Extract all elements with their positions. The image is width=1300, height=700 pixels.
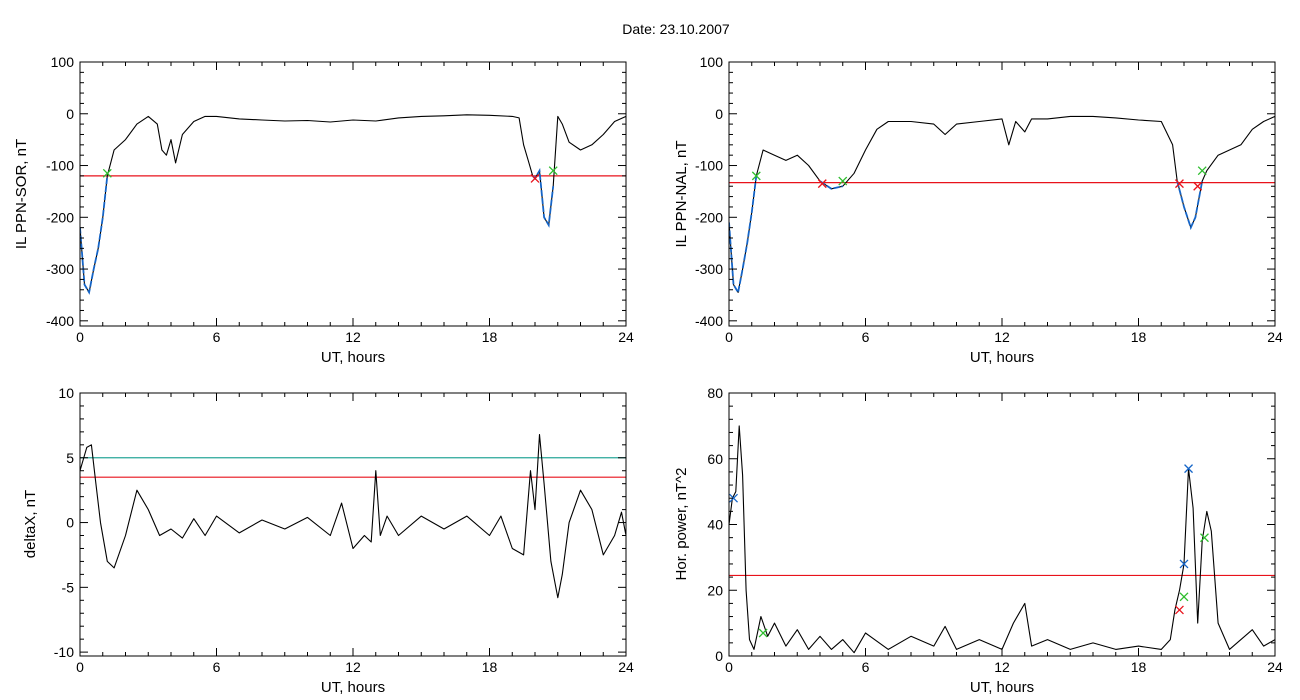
x-tick-label: 18 xyxy=(482,659,498,675)
y-tick-label: 0 xyxy=(66,515,74,531)
y-tick-label: 20 xyxy=(707,582,723,598)
x-tick-label: 6 xyxy=(862,329,870,345)
event-marker xyxy=(751,171,761,181)
series-line xyxy=(80,433,626,599)
plot-frame xyxy=(79,61,627,327)
y-tick-label: 60 xyxy=(707,451,723,467)
y-tick-label: 0 xyxy=(715,648,723,664)
plot-frame xyxy=(79,392,627,657)
y-tick-label: -100 xyxy=(695,158,723,174)
x-tick-label: 6 xyxy=(213,329,221,345)
plot-area xyxy=(80,433,626,599)
event-marker xyxy=(102,168,112,178)
x-tick-label: 18 xyxy=(482,329,498,345)
x-tick-label: 0 xyxy=(76,329,84,345)
x-tick-label: 0 xyxy=(76,659,84,675)
series-line xyxy=(729,425,1275,654)
y-tick-label: -100 xyxy=(46,158,74,174)
chart-xlabel: UT, hours xyxy=(970,349,1034,366)
series-line xyxy=(80,114,626,293)
event-marker xyxy=(1200,533,1209,543)
chart-ylabel: IL PPN-NAL, nT xyxy=(673,141,690,248)
highlight-segment xyxy=(80,175,109,295)
x-tick-label: 6 xyxy=(862,659,870,675)
plot-frame xyxy=(728,392,1276,657)
y-tick-label: -300 xyxy=(695,261,723,277)
chart-panel-deltax: deltaX, nT UT, hours 0 6 12 18 24 10 5 0 -5 -10 xyxy=(22,385,634,696)
y-tick-label: -400 xyxy=(46,313,74,329)
event-marker xyxy=(1179,559,1189,569)
y-tick-label: 40 xyxy=(707,517,723,533)
chart-xlabel: UT, hours xyxy=(321,349,385,366)
event-marker xyxy=(1174,179,1184,189)
event-marker xyxy=(1197,166,1207,176)
highlight-segment xyxy=(729,175,758,295)
x-tick-label: 24 xyxy=(1267,329,1283,345)
chart-panel-il-ppn-nal: IL PPN-NAL, nT UT, hours 0 6 12 18 24 100 0 -10… xyxy=(673,54,1283,366)
chart-ylabel: deltaX, nT xyxy=(22,490,39,558)
event-marker xyxy=(530,174,540,183)
series-line xyxy=(729,115,1275,293)
event-marker xyxy=(729,493,739,503)
y-tick-label: 10 xyxy=(58,385,74,401)
y-tick-label: -400 xyxy=(695,313,723,329)
figure-title: Date: 23.10.2007 xyxy=(622,21,730,37)
chart-panel-hor-power: Hor. power, nT^2 UT, hours 0 6 12 18 24 80 60 4… xyxy=(673,385,1283,696)
y-tick-label: 5 xyxy=(66,450,74,466)
event-marker xyxy=(1184,464,1194,474)
chart-ylabel: IL PPN-SOR, nT xyxy=(13,139,30,249)
y-tick-label: 80 xyxy=(707,385,723,401)
chart-panel-il-ppn-sor: IL PPN-SOR, nT UT, hours 0 6 12 18 24 100 0 -10… xyxy=(13,54,634,366)
y-tick-label: -5 xyxy=(62,579,75,595)
y-tick-label: 100 xyxy=(700,54,724,70)
x-tick-label: 12 xyxy=(345,329,361,345)
event-marker xyxy=(548,166,558,176)
highlight-segment xyxy=(819,180,844,190)
highlight-segment xyxy=(1176,180,1204,231)
y-tick-label: -10 xyxy=(54,644,74,660)
y-tick-label: 100 xyxy=(51,54,75,70)
x-tick-label: 24 xyxy=(1267,659,1283,675)
event-marker xyxy=(817,179,827,189)
x-tick-label: 18 xyxy=(1131,329,1147,345)
x-tick-label: 0 xyxy=(725,329,733,345)
y-tick-label: -300 xyxy=(46,261,74,277)
event-marker xyxy=(838,176,848,186)
event-marker xyxy=(1193,181,1203,191)
x-tick-label: 12 xyxy=(994,659,1010,675)
x-tick-label: 12 xyxy=(345,659,361,675)
x-tick-label: 24 xyxy=(618,329,634,345)
x-tick-label: 18 xyxy=(1131,659,1147,675)
x-tick-label: 24 xyxy=(618,659,634,675)
y-tick-label: -200 xyxy=(46,209,74,225)
chart-ylabel: Hor. power, nT^2 xyxy=(673,468,690,581)
plot-area xyxy=(80,114,626,295)
y-tick-label: -200 xyxy=(695,209,723,225)
event-marker xyxy=(1179,592,1189,602)
event-marker xyxy=(758,628,768,638)
y-tick-label: 0 xyxy=(66,106,74,122)
x-tick-label: 6 xyxy=(213,659,221,675)
x-tick-label: 0 xyxy=(725,659,733,675)
event-marker xyxy=(1174,605,1184,615)
x-tick-label: 12 xyxy=(994,329,1010,345)
y-tick-label: 0 xyxy=(715,106,723,122)
plot-frame xyxy=(728,61,1276,327)
plot-area xyxy=(729,425,1275,654)
chart-xlabel: UT, hours xyxy=(970,679,1034,696)
chart-xlabel: UT, hours xyxy=(321,679,385,696)
plot-area xyxy=(729,115,1275,295)
